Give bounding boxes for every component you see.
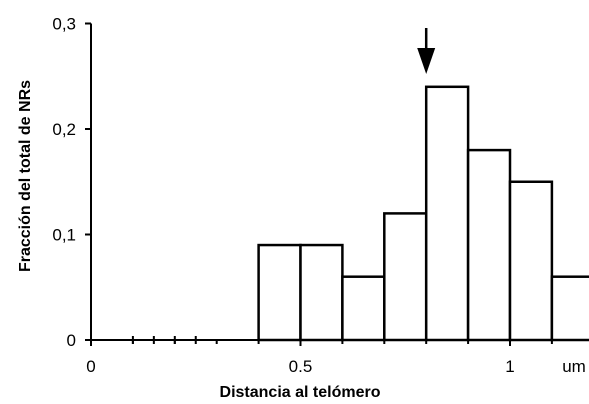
y-ticks: 0 0,1 0,2 0,3 [52,15,91,350]
x-tick-label: 0 [86,357,95,376]
x-tick-label: 1 [505,357,514,376]
dashed-baseline [131,336,211,344]
y-axis-title: Fracción del total de NRs [17,80,34,272]
y-tick-label: 0,2 [52,120,76,139]
histogram-bar [341,275,386,342]
histogram-bar [299,243,344,342]
histogram-bar [424,85,470,342]
histogram-bar [550,275,589,342]
x-unit-label: um [562,357,586,376]
histogram-bars [257,85,589,342]
y-tick-label: 0,3 [52,15,76,34]
histogram-bar [257,243,302,342]
y-tick-label: 0 [67,331,76,350]
x-tick-label: 0.5 [289,357,313,376]
x-axis-title: Distancia al telómero [220,384,381,401]
arrow-marker [417,28,436,74]
arrow-head [417,48,436,74]
x-ticks: 0 0.5 1 [86,340,553,376]
y-tick-label: 0,1 [52,226,76,245]
histogram-bar [466,148,512,342]
histogram-bar [508,180,554,342]
histogram-bar [383,212,428,342]
